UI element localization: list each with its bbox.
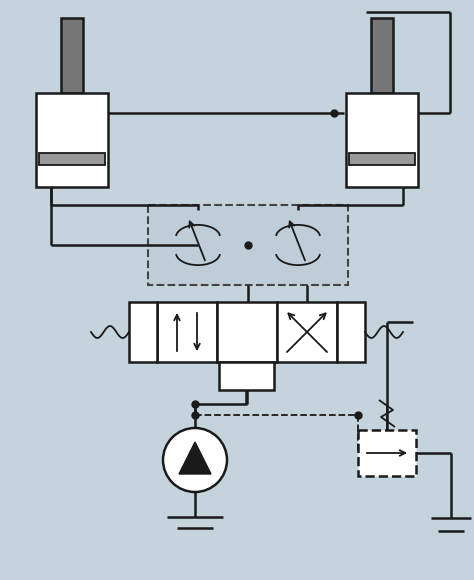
Bar — [358, 430, 416, 476]
Bar — [346, 93, 418, 187]
Bar — [277, 302, 337, 362]
Bar — [219, 362, 274, 390]
Bar — [157, 302, 217, 362]
Circle shape — [163, 428, 227, 492]
Bar — [148, 205, 348, 285]
Bar — [61, 18, 83, 93]
Polygon shape — [337, 302, 365, 362]
Polygon shape — [129, 302, 157, 362]
Bar — [349, 153, 415, 165]
Bar — [39, 153, 105, 165]
Polygon shape — [179, 442, 211, 474]
Bar — [217, 302, 277, 362]
Bar — [36, 93, 108, 187]
Bar — [371, 18, 393, 93]
